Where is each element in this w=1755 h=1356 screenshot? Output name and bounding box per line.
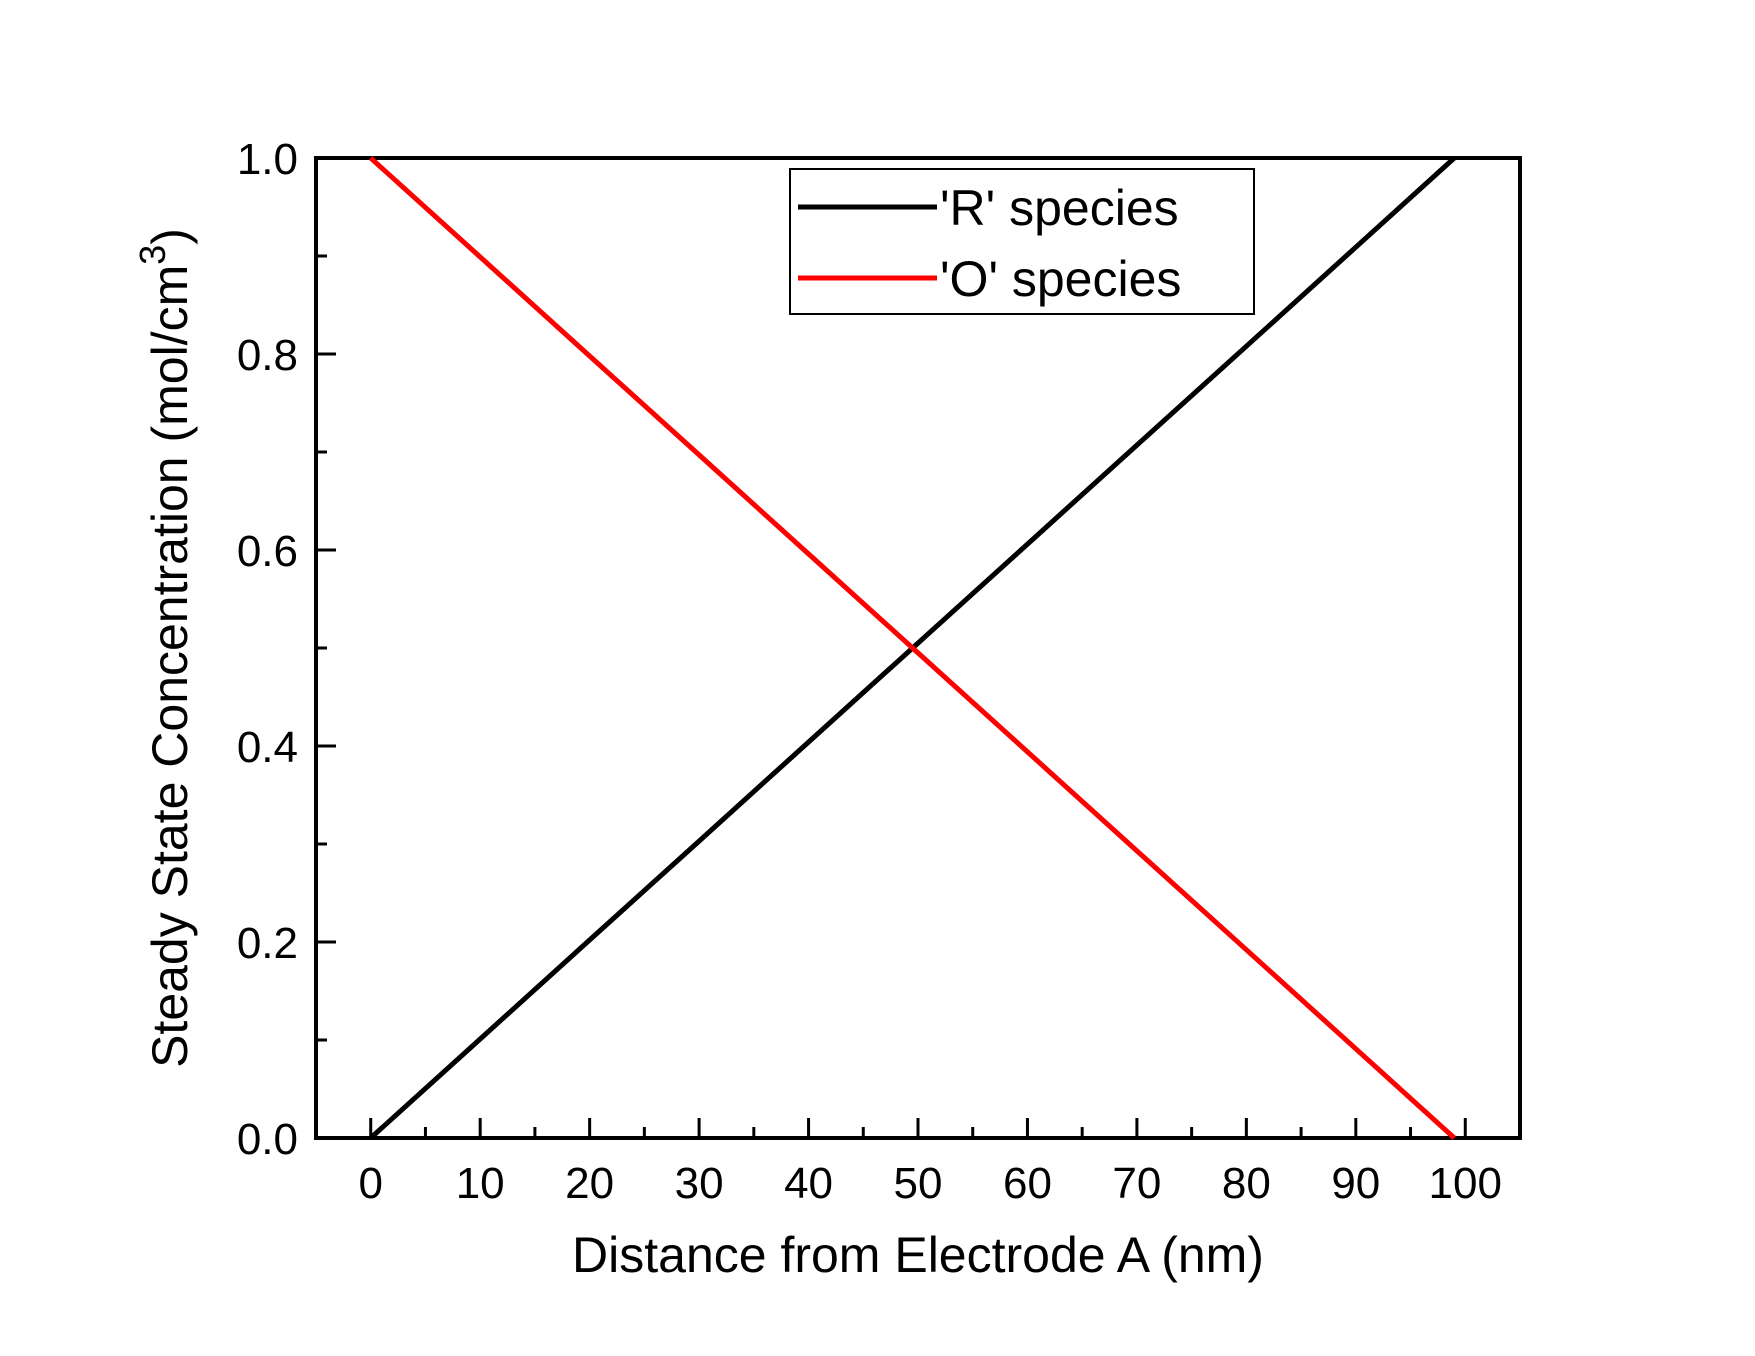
x-tick-label: 40 — [784, 1159, 833, 1208]
x-axis-title: Distance from Electrode A (nm) — [572, 1227, 1264, 1283]
series-layer — [369, 156, 1456, 1140]
y-axis-title: Steady State Concentration (mol/cm3) — [132, 228, 198, 1068]
legend-label-r-species: 'R' species — [940, 180, 1179, 236]
x-tick-label: 0 — [358, 1159, 382, 1208]
y-axis-title-main: Steady State Concentration (mol/cm — [142, 265, 198, 1068]
y-axis: 0.0 0.2 0.4 0.6 0.8 1.0 — [237, 135, 336, 1164]
x-tick-label: 70 — [1112, 1159, 1161, 1208]
legend-label-o-species: 'O' species — [940, 251, 1181, 307]
x-tick-label: 30 — [675, 1159, 724, 1208]
legend-box — [789, 168, 1255, 315]
y-tick-label: 0.8 — [237, 331, 298, 380]
x-tick-label: 80 — [1222, 1159, 1271, 1208]
x-tick-label: 90 — [1331, 1159, 1380, 1208]
x-tick-label: 20 — [565, 1159, 614, 1208]
y-tick-label: 0.0 — [237, 1115, 298, 1164]
series-line-r-species — [369, 156, 1456, 1140]
x-tick-label: 50 — [894, 1159, 943, 1208]
y-tick-label: 1.0 — [237, 135, 298, 184]
x-axis: 0 10 20 30 40 50 60 70 80 90 100 — [358, 1118, 1502, 1208]
y-axis-title-close: ) — [142, 228, 198, 245]
y-tick-label: 0.4 — [237, 723, 298, 772]
x-tick-label: 10 — [456, 1159, 505, 1208]
y-axis-title-superscript: 3 — [132, 245, 173, 265]
legend: 'R' species 'O' species — [789, 168, 1255, 315]
y-tick-label: 0.6 — [237, 527, 298, 576]
x-tick-label: 100 — [1429, 1159, 1502, 1208]
x-tick-label: 60 — [1003, 1159, 1052, 1208]
y-tick-label: 0.2 — [237, 919, 298, 968]
series-line-o-species — [369, 156, 1456, 1140]
